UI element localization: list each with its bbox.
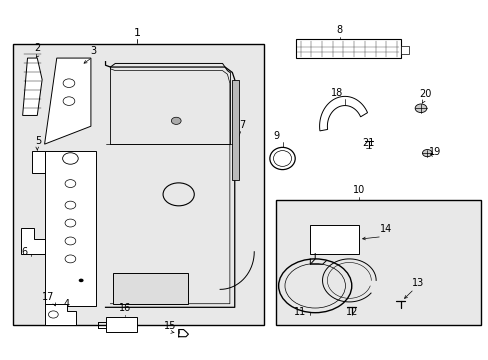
Bar: [310, 225, 358, 253]
Text: 4: 4: [63, 299, 69, 309]
Text: 6: 6: [21, 247, 27, 257]
Polygon shape: [32, 151, 44, 173]
Text: 18: 18: [330, 87, 343, 98]
Text: 9: 9: [273, 131, 279, 140]
Polygon shape: [44, 151, 96, 306]
Bar: [105, 317, 137, 332]
Text: 7: 7: [239, 120, 244, 130]
Text: 11: 11: [294, 307, 306, 317]
Text: 5: 5: [36, 136, 42, 146]
Text: 2: 2: [34, 43, 41, 53]
Text: 14: 14: [379, 224, 391, 234]
Circle shape: [79, 279, 83, 282]
Bar: [232, 80, 238, 180]
Bar: [13, 44, 264, 325]
Text: 13: 13: [410, 278, 423, 288]
Polygon shape: [44, 58, 91, 144]
Text: 1: 1: [133, 28, 141, 38]
Bar: [400, 45, 408, 54]
Text: 8: 8: [336, 25, 342, 35]
Text: 20: 20: [419, 89, 431, 99]
Polygon shape: [22, 58, 42, 116]
Text: 12: 12: [345, 307, 357, 317]
Text: 15: 15: [164, 321, 176, 331]
Bar: [113, 273, 188, 304]
Circle shape: [422, 149, 431, 157]
Text: 17: 17: [42, 292, 55, 302]
Text: 21: 21: [362, 139, 374, 148]
Bar: [295, 40, 400, 58]
Polygon shape: [319, 96, 367, 131]
Polygon shape: [21, 228, 44, 253]
Circle shape: [171, 117, 181, 125]
Polygon shape: [44, 304, 76, 325]
Text: 3: 3: [90, 46, 96, 56]
Text: 10: 10: [352, 185, 365, 195]
Bar: [276, 200, 480, 325]
Text: 16: 16: [119, 303, 131, 314]
Circle shape: [414, 104, 426, 113]
Text: 19: 19: [427, 147, 440, 157]
